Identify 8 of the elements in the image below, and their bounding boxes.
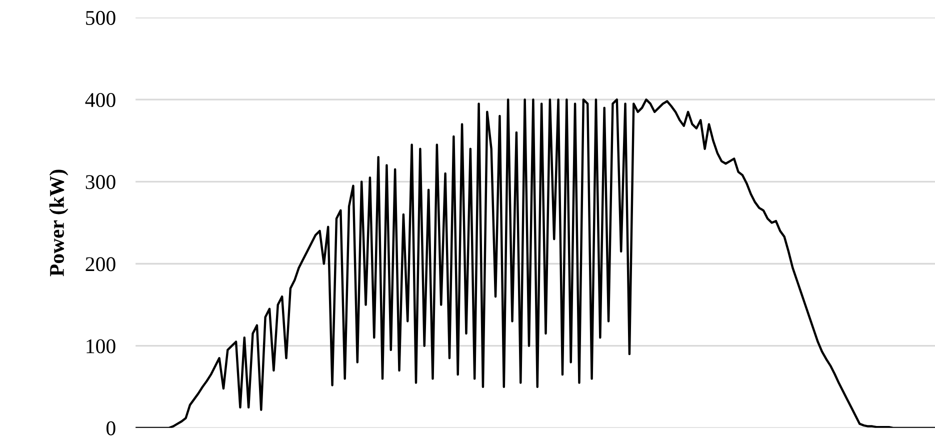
y-tick-label: 0 — [106, 421, 116, 436]
y-axis-title: Power (kW) — [49, 170, 68, 276]
y-tick-label: 100 — [86, 339, 116, 354]
line-series — [136, 98, 935, 428]
y-tick-label: 300 — [86, 175, 116, 190]
y-tick-label: 400 — [85, 92, 116, 108]
y-tick-label: 200 — [86, 257, 116, 272]
y-tick-label: 500 — [86, 10, 116, 25]
